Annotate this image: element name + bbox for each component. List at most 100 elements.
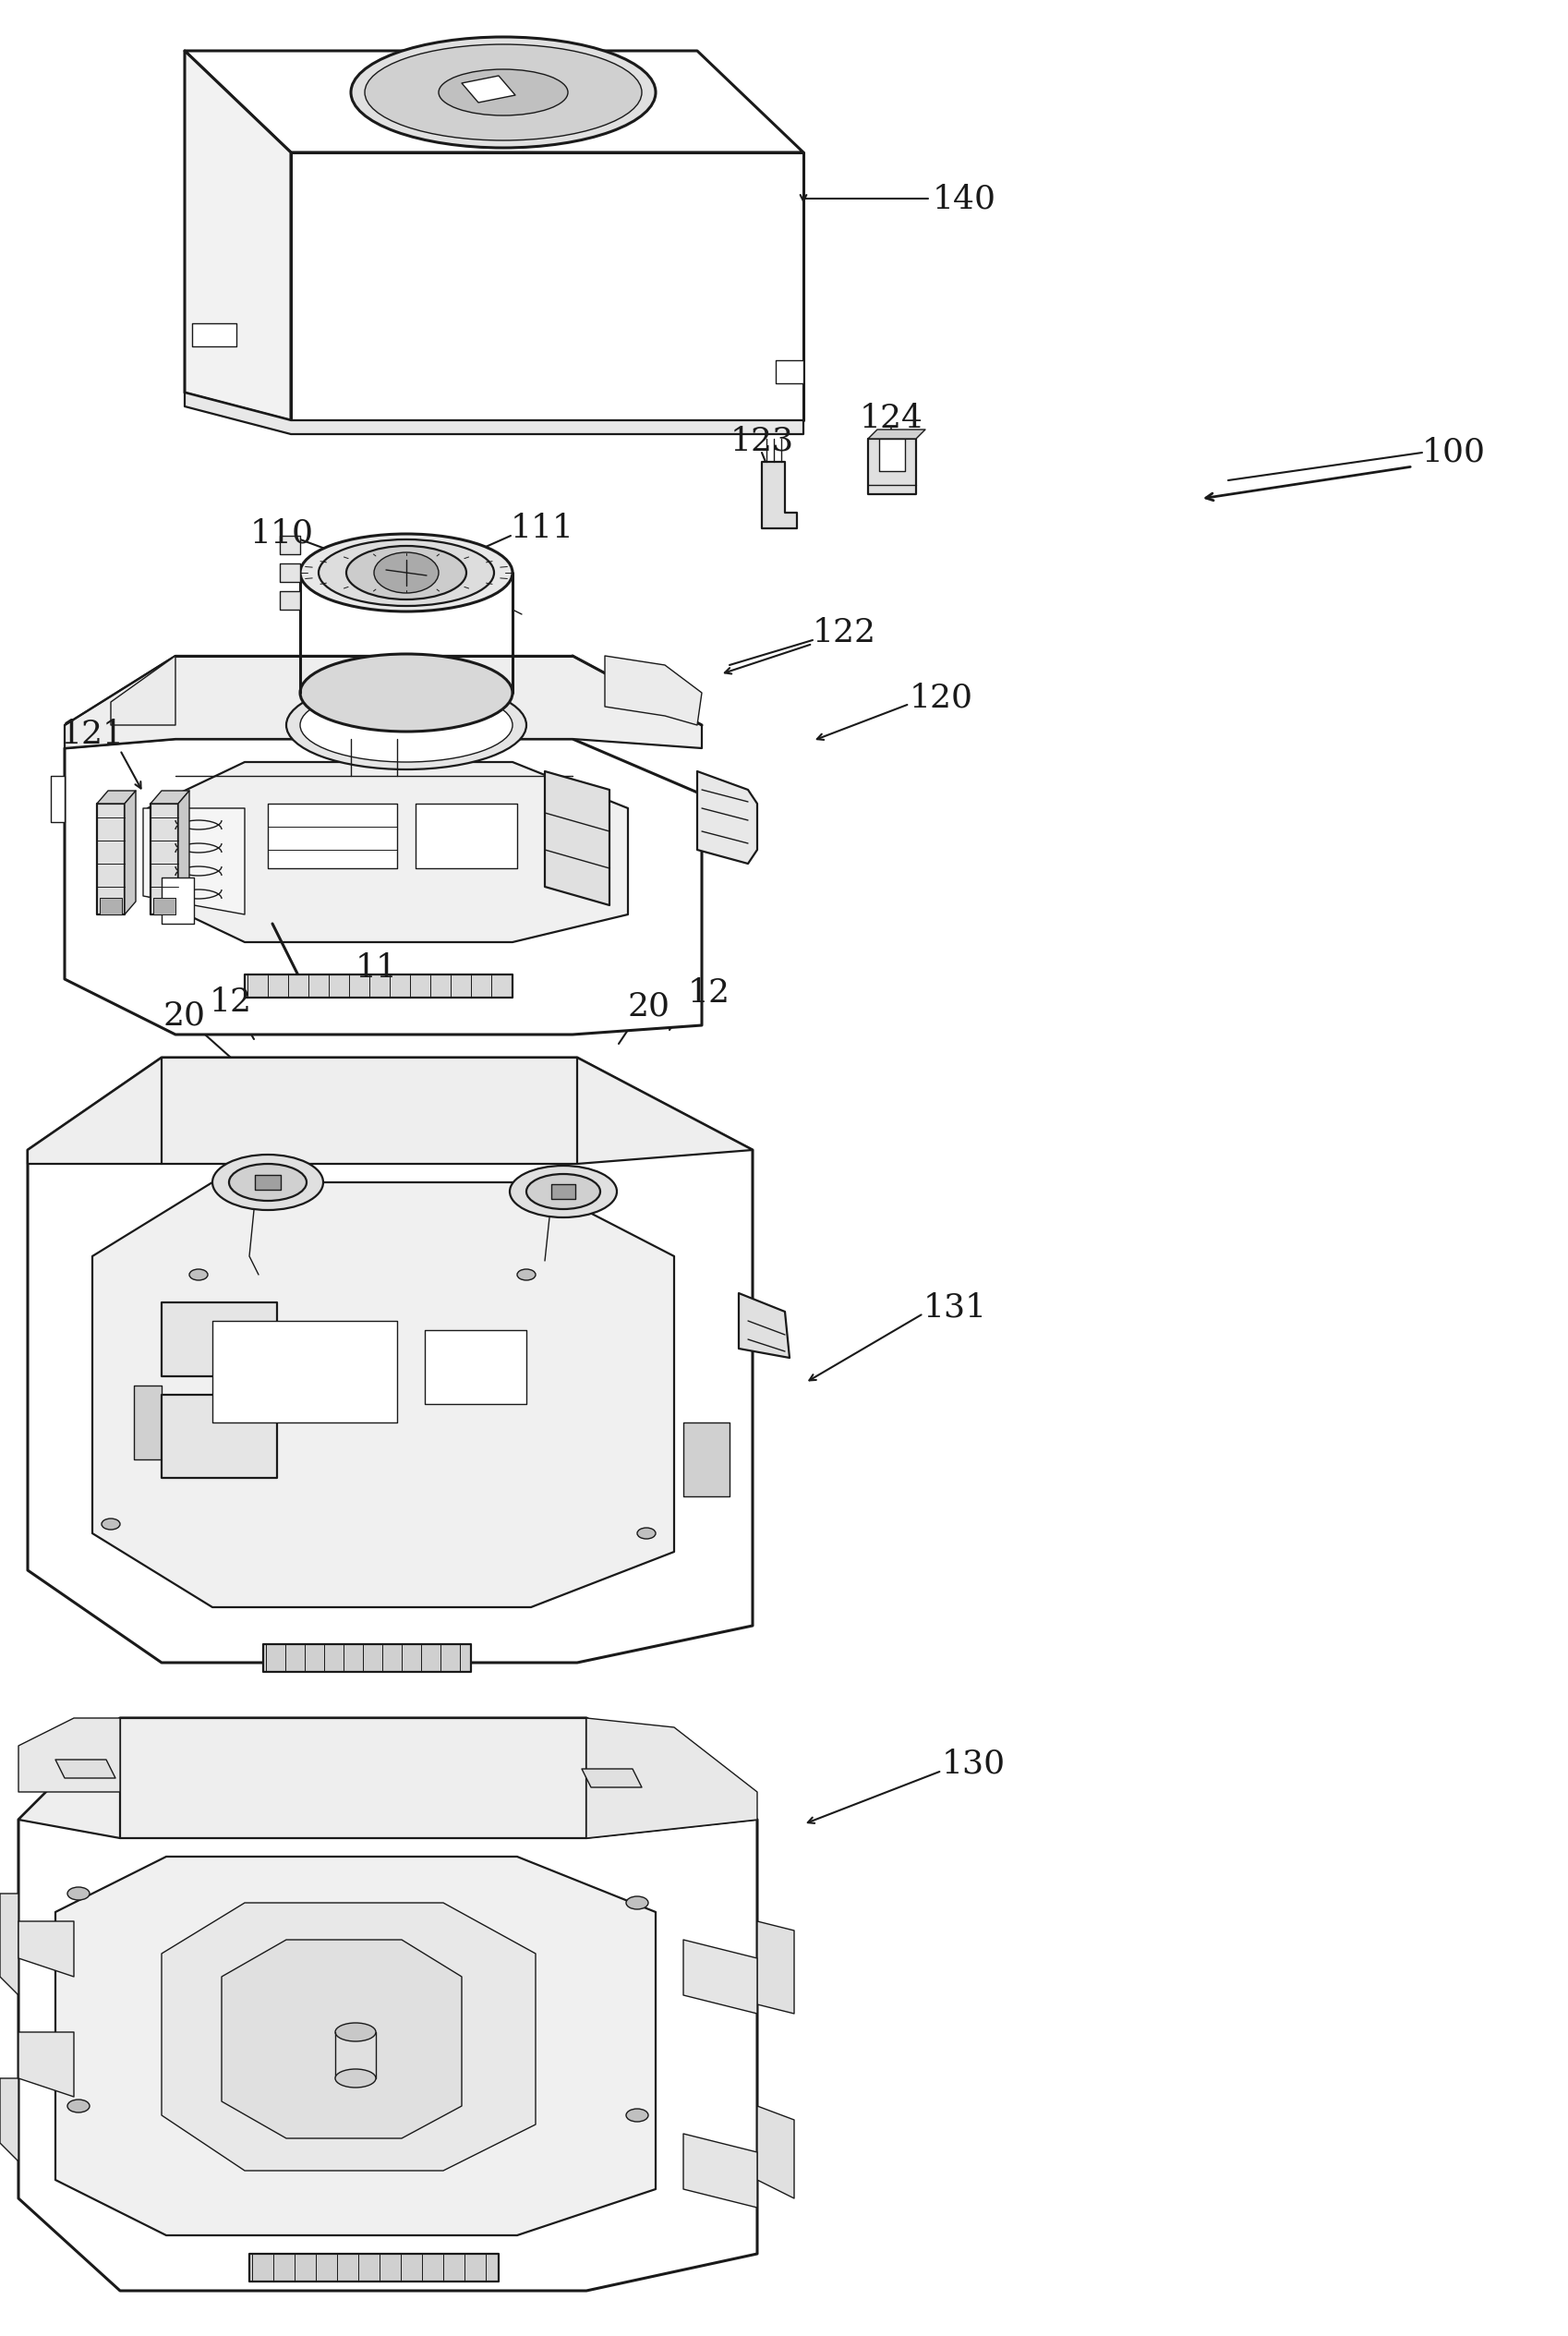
Ellipse shape (637, 1528, 655, 1539)
Polygon shape (64, 738, 702, 1035)
Polygon shape (869, 430, 925, 439)
Polygon shape (19, 1717, 121, 1792)
Text: 20: 20 (163, 1000, 205, 1033)
Polygon shape (162, 1303, 278, 1376)
Text: 12: 12 (210, 986, 252, 1018)
Polygon shape (684, 1423, 729, 1497)
Polygon shape (97, 804, 125, 913)
Polygon shape (64, 656, 702, 748)
Polygon shape (292, 152, 803, 420)
Ellipse shape (299, 654, 513, 731)
Polygon shape (256, 1175, 281, 1189)
Ellipse shape (336, 2023, 376, 2042)
Ellipse shape (626, 2109, 648, 2121)
Polygon shape (179, 790, 190, 913)
Polygon shape (684, 2133, 757, 2208)
Polygon shape (279, 563, 299, 582)
Ellipse shape (67, 1887, 89, 1899)
Polygon shape (221, 1939, 461, 2137)
Text: 110: 110 (249, 516, 314, 549)
Ellipse shape (299, 535, 513, 612)
Text: 124: 124 (859, 402, 924, 434)
Ellipse shape (439, 70, 568, 114)
Polygon shape (586, 1717, 757, 1838)
Ellipse shape (336, 2070, 376, 2088)
Ellipse shape (287, 680, 527, 769)
Polygon shape (279, 535, 299, 554)
Polygon shape (162, 1904, 536, 2170)
Polygon shape (185, 392, 803, 434)
Text: 130: 130 (942, 1750, 1005, 1780)
Polygon shape (191, 322, 237, 346)
Polygon shape (19, 1920, 74, 1976)
Ellipse shape (190, 1268, 209, 1280)
Polygon shape (757, 2107, 793, 2198)
Polygon shape (425, 1329, 527, 1404)
Polygon shape (125, 790, 136, 913)
Ellipse shape (375, 551, 439, 593)
Polygon shape (185, 51, 803, 152)
Polygon shape (461, 75, 516, 103)
Text: 140: 140 (933, 182, 996, 215)
Ellipse shape (102, 1518, 121, 1530)
Text: 111: 111 (511, 512, 574, 544)
Polygon shape (544, 771, 610, 906)
Text: 123: 123 (731, 425, 793, 458)
Polygon shape (698, 771, 757, 864)
Polygon shape (151, 804, 179, 913)
Polygon shape (185, 51, 292, 420)
Ellipse shape (510, 1166, 616, 1217)
Ellipse shape (347, 547, 466, 600)
Text: 100: 100 (1422, 437, 1486, 467)
Polygon shape (880, 439, 905, 472)
Polygon shape (249, 2254, 499, 2282)
Ellipse shape (517, 1268, 536, 1280)
Polygon shape (212, 1320, 397, 1423)
Polygon shape (245, 974, 513, 997)
Text: 12: 12 (688, 976, 731, 1009)
Polygon shape (605, 656, 702, 724)
Text: 121: 121 (61, 719, 124, 750)
Polygon shape (762, 463, 797, 528)
Polygon shape (133, 1385, 162, 1460)
Polygon shape (552, 1184, 575, 1198)
Polygon shape (147, 762, 627, 941)
Polygon shape (416, 804, 517, 869)
Polygon shape (143, 808, 245, 913)
Ellipse shape (229, 1163, 307, 1201)
Polygon shape (28, 1058, 753, 1663)
Polygon shape (739, 1294, 790, 1357)
Polygon shape (55, 1759, 116, 1778)
Text: 20: 20 (627, 990, 671, 1023)
Polygon shape (111, 656, 176, 724)
Polygon shape (19, 1717, 757, 1838)
Polygon shape (0, 2079, 19, 2161)
Polygon shape (582, 1768, 641, 1787)
Text: 122: 122 (812, 617, 877, 649)
Polygon shape (776, 360, 803, 383)
Ellipse shape (67, 2100, 89, 2112)
Polygon shape (55, 1857, 655, 2236)
Polygon shape (97, 790, 136, 804)
Ellipse shape (212, 1154, 323, 1210)
Ellipse shape (527, 1175, 601, 1210)
Polygon shape (28, 1058, 753, 1163)
Ellipse shape (299, 689, 513, 762)
Text: 120: 120 (909, 682, 974, 712)
Polygon shape (162, 878, 194, 923)
Polygon shape (50, 776, 64, 822)
Polygon shape (0, 1894, 19, 1995)
Text: 131: 131 (924, 1292, 988, 1322)
Polygon shape (154, 897, 176, 913)
Polygon shape (757, 1920, 793, 2014)
Ellipse shape (351, 37, 655, 147)
Polygon shape (19, 1717, 757, 2292)
Ellipse shape (626, 1897, 648, 1909)
Polygon shape (100, 897, 122, 913)
Polygon shape (279, 591, 299, 610)
Polygon shape (268, 804, 397, 869)
Polygon shape (19, 2032, 74, 2098)
Polygon shape (151, 790, 190, 804)
Ellipse shape (318, 540, 494, 605)
Ellipse shape (365, 44, 641, 140)
